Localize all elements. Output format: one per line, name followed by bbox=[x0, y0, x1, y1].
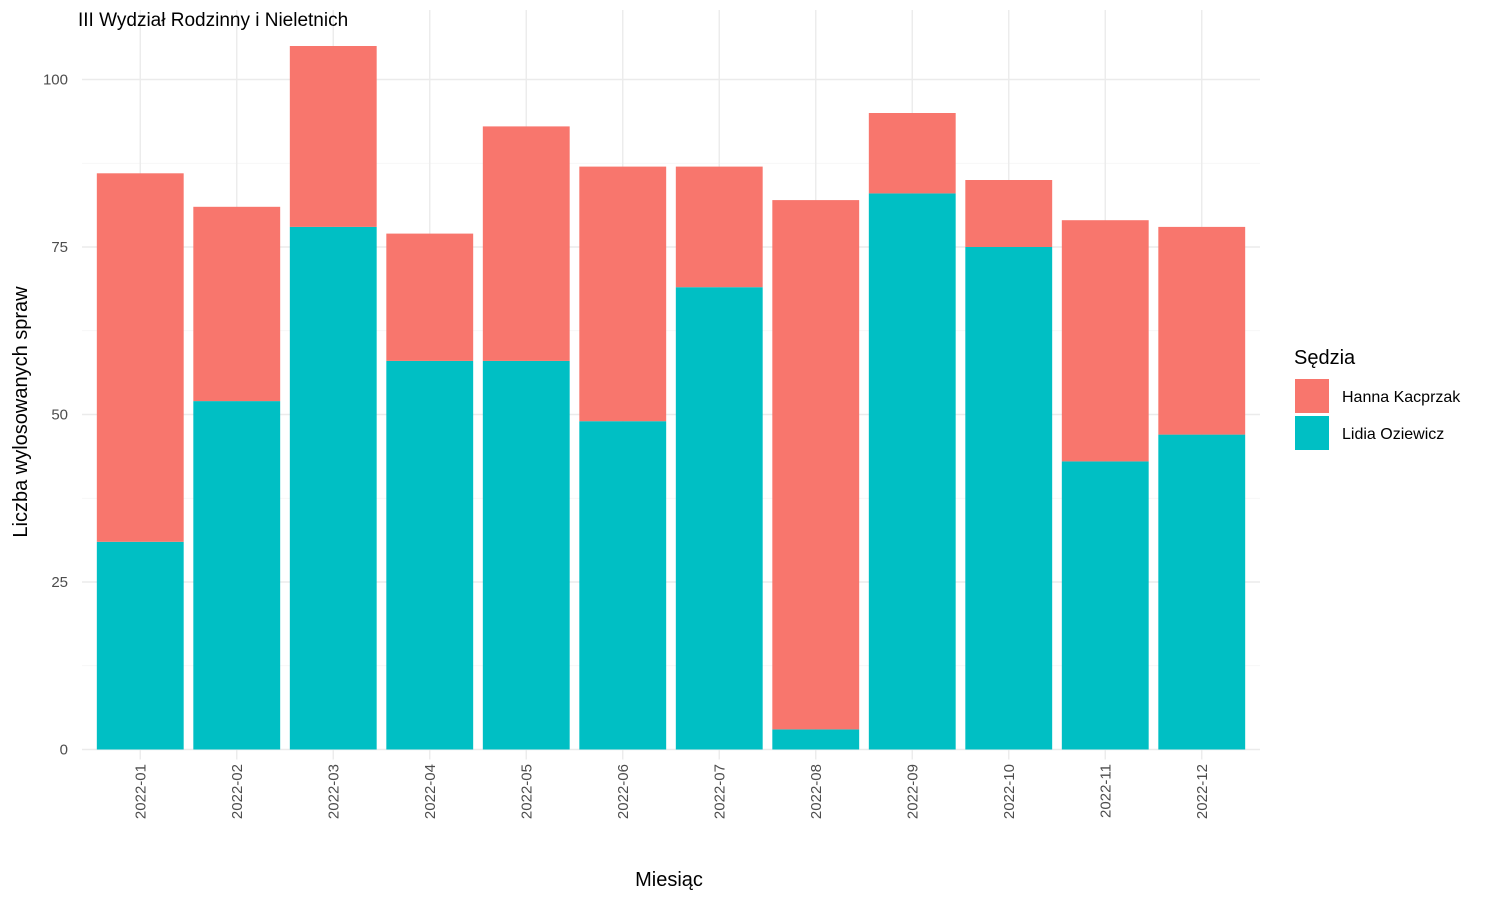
x-tick-label: 2022-12 bbox=[1194, 764, 1211, 819]
bar-hanna-kacprzak-2022-06 bbox=[579, 166, 667, 422]
y-axis-ticks: 0 25 50 75 100 bbox=[43, 72, 68, 759]
bar-hanna-kacprzak-2022-10 bbox=[965, 180, 1053, 247]
bar-lidia-oziewicz-2022-01 bbox=[96, 541, 184, 750]
y-tick-label: 25 bbox=[51, 574, 68, 591]
x-tick-label: 2022-11 bbox=[1097, 764, 1114, 818]
bar-hanna-kacprzak-2022-12 bbox=[1158, 226, 1246, 435]
bar-lidia-oziewicz-2022-03 bbox=[289, 226, 377, 750]
bar-lidia-oziewicz-2022-11 bbox=[1061, 461, 1149, 750]
bar-hanna-kacprzak-2022-08 bbox=[772, 200, 860, 730]
x-tick-label: 2022-10 bbox=[1001, 764, 1018, 819]
bar-lidia-oziewicz-2022-08 bbox=[772, 729, 860, 750]
x-axis-label: Miesiąc bbox=[635, 869, 703, 891]
bar-lidia-oziewicz-2022-04 bbox=[386, 360, 474, 750]
bar-hanna-kacprzak-2022-03 bbox=[289, 46, 377, 227]
bar-lidia-oziewicz-2022-10 bbox=[965, 247, 1053, 750]
x-tick-label: 2022-04 bbox=[422, 764, 439, 819]
y-tick-label: 50 bbox=[51, 407, 68, 424]
bar-lidia-oziewicz-2022-06 bbox=[579, 421, 667, 750]
chart-title: III Wydział Rodzinny i Nieletnich bbox=[78, 10, 348, 31]
y-tick-label: 0 bbox=[60, 742, 68, 759]
x-tick-label: 2022-08 bbox=[808, 764, 825, 819]
x-tick-label: 2022-06 bbox=[615, 764, 632, 819]
x-tick-label: 2022-02 bbox=[229, 764, 246, 819]
legend: Sędzia Hanna Kacprzak Lidia Oziewicz bbox=[1294, 347, 1461, 450]
bar-lidia-oziewicz-2022-12 bbox=[1158, 434, 1246, 750]
x-tick-label: 2022-09 bbox=[904, 764, 921, 819]
y-axis-label: Liczba wylosowanych spraw bbox=[10, 286, 32, 538]
bar-hanna-kacprzak-2022-11 bbox=[1061, 220, 1149, 462]
x-axis-ticks: 2022-01 2022-02 2022-03 2022-04 2022-05 2022-… bbox=[132, 764, 1211, 819]
bar-hanna-kacprzak-2022-05 bbox=[482, 126, 570, 361]
y-tick-label: 100 bbox=[43, 72, 68, 89]
x-tick-label: 2022-05 bbox=[518, 764, 535, 819]
x-tick-label: 2022-01 bbox=[132, 764, 149, 819]
legend-label: Lidia Oziewicz bbox=[1342, 426, 1444, 443]
bar-hanna-kacprzak-2022-07 bbox=[675, 166, 763, 288]
bar-hanna-kacprzak-2022-01 bbox=[96, 173, 184, 542]
bar-lidia-oziewicz-2022-02 bbox=[193, 401, 281, 750]
legend-swatch bbox=[1295, 416, 1329, 450]
bar-lidia-oziewicz-2022-07 bbox=[675, 287, 763, 750]
legend-swatch bbox=[1295, 379, 1329, 413]
bar-hanna-kacprzak-2022-04 bbox=[386, 233, 474, 361]
bar-hanna-kacprzak-2022-02 bbox=[193, 206, 281, 402]
y-tick-label: 75 bbox=[51, 239, 68, 256]
x-tick-label: 2022-07 bbox=[711, 764, 728, 819]
bars bbox=[96, 46, 1246, 750]
bar-hanna-kacprzak-2022-09 bbox=[868, 113, 956, 194]
bar-lidia-oziewicz-2022-05 bbox=[482, 360, 570, 750]
legend-title: Sędzia bbox=[1294, 347, 1356, 369]
x-tick-label: 2022-03 bbox=[325, 764, 342, 819]
legend-label: Hanna Kacprzak bbox=[1342, 389, 1461, 406]
bar-lidia-oziewicz-2022-09 bbox=[868, 193, 956, 750]
